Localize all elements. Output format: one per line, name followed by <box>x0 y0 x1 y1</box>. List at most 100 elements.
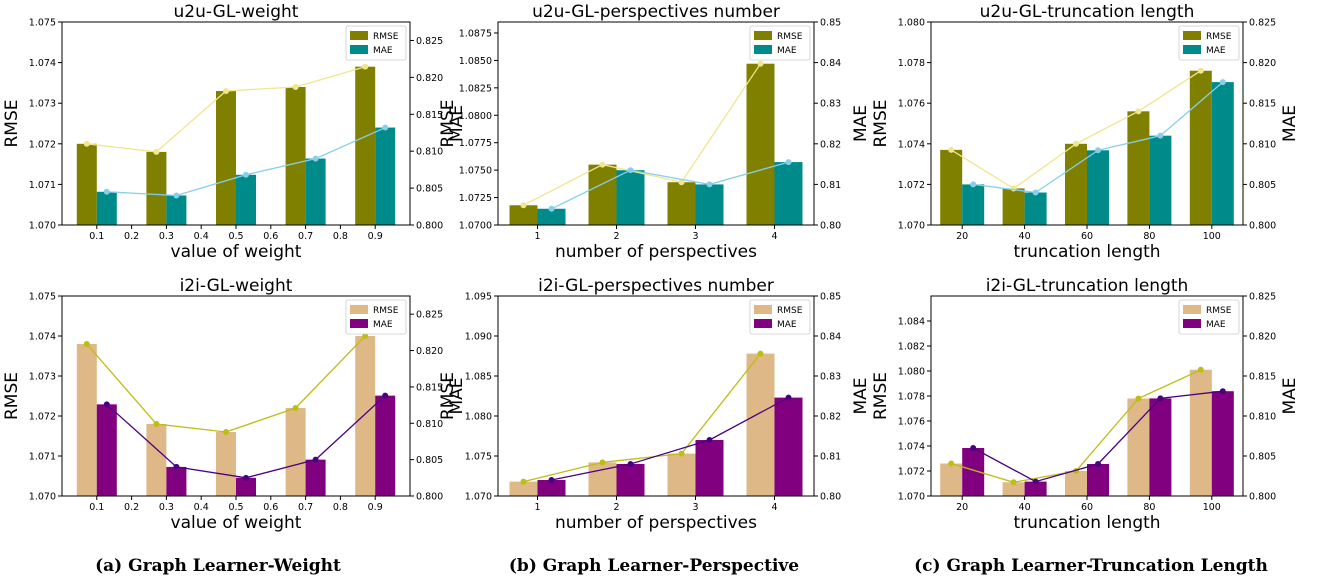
legend-swatch <box>754 305 772 314</box>
chart-6: 20 40 60 80 100 1.070 1.072 1.074 1.076 1.078 1.08… <box>871 276 1300 533</box>
legend-swatch <box>1183 45 1201 54</box>
point-rmse <box>153 148 160 155</box>
y-tick-label: 1.085 <box>465 372 492 383</box>
x-tick-label: 0.8 <box>333 502 348 513</box>
point-mae <box>1032 189 1039 196</box>
point-mae <box>970 181 977 188</box>
chart-4: 0.1 0.2 0.3 0.4 0.5 0.6 0.7 0.8 0.9 1.070 1.071 1.0… <box>2 276 467 533</box>
line-rmse <box>523 353 762 483</box>
y-tick-label: 1.075 <box>465 452 492 463</box>
legend-label: MAE <box>777 46 797 56</box>
x-tick-label: 20 <box>956 231 968 242</box>
point-mae <box>103 188 110 195</box>
legend-label: RMSE <box>1206 306 1232 316</box>
point-mae <box>173 192 180 199</box>
chart-2: 1 2 3 4 1.0700 1.0725 1.0750 1.0775 1.0800 1.0825… <box>438 2 871 262</box>
bar-mae <box>236 477 256 496</box>
legend-label: RMSE <box>373 32 399 42</box>
x-axis-label: truncation length <box>1013 242 1160 262</box>
bar-rmse <box>285 86 306 226</box>
x-tick-label: 0.2 <box>124 502 139 513</box>
y2-tick-label: 0.810 <box>416 419 443 430</box>
bar-mae <box>1024 481 1047 496</box>
x-tick-label: 4 <box>771 502 777 513</box>
chart-title: u2u-GL-truncation length <box>980 2 1195 22</box>
line-rmse <box>523 63 762 206</box>
bar-rmse <box>355 336 376 496</box>
y-tick-label: 1.080 <box>898 367 925 378</box>
bar-mae <box>1087 150 1109 225</box>
caption-c: (c) Graph Learner-Truncation Length <box>914 556 1268 576</box>
bar-mae <box>96 404 117 496</box>
y2-axis-label: MAE <box>447 105 467 142</box>
point-mae <box>706 181 713 188</box>
x-tick-label: 3 <box>692 502 698 513</box>
point-mae <box>1219 388 1226 395</box>
x-tick-label: 80 <box>1143 502 1155 513</box>
legend-swatch <box>754 45 772 54</box>
y2-tick-label: 0.820 <box>1249 58 1276 69</box>
y2-tick-label: 0.800 <box>416 492 443 503</box>
y-tick-label: 1.080 <box>465 412 492 423</box>
y-tick-label: 1.082 <box>898 342 925 353</box>
point-rmse <box>520 478 527 485</box>
point-mae <box>627 461 634 467</box>
bar-mae <box>1211 391 1234 496</box>
y-tick-label: 1.078 <box>898 392 925 403</box>
x-tick-label: 2 <box>613 231 619 242</box>
y2-tick-label: 0.805 <box>416 184 443 195</box>
point-mae <box>627 167 634 174</box>
point-mae <box>785 394 792 401</box>
y-tick-label: 1.078 <box>898 58 925 69</box>
y2-tick-label: 0.820 <box>1249 332 1276 343</box>
legend-label: MAE <box>777 320 797 330</box>
legend-swatch <box>350 45 368 54</box>
y2-tick-label: 0.805 <box>1249 452 1276 463</box>
point-rmse <box>362 63 369 70</box>
chart-title: i2i-GL-weight <box>180 276 293 296</box>
x-tick-label: 0.6 <box>263 502 278 513</box>
legend-label: MAE <box>373 46 393 56</box>
point-rmse <box>223 88 229 95</box>
point-mae <box>382 124 389 131</box>
bar-mae <box>305 459 326 496</box>
y2-tick-label: 0.82 <box>820 139 841 150</box>
y-tick-label: 1.073 <box>29 372 56 383</box>
y-tick-label: 1.071 <box>29 180 56 191</box>
chart-5: 1 2 3 4 1.070 1.075 1.080 1.085 1.090 1.095 0.80 0.… <box>438 276 871 533</box>
bar-rmse <box>667 182 696 225</box>
bar-rmse <box>146 424 167 496</box>
point-rmse <box>520 202 527 209</box>
x-tick-label: 1 <box>534 502 540 513</box>
point-rmse <box>83 140 90 147</box>
bar-mae <box>1024 192 1047 225</box>
x-tick-label: 0.9 <box>368 502 383 513</box>
y2-tick-label: 0.815 <box>416 382 443 393</box>
legend-label: RMSE <box>373 306 399 316</box>
y-tick-label: 1.074 <box>898 442 925 453</box>
y-tick-label: 1.0825 <box>459 83 492 94</box>
y-tick-label: 1.070 <box>29 492 56 503</box>
y-tick-label: 1.074 <box>29 332 56 343</box>
x-tick-label: 0.7 <box>298 502 313 513</box>
chart-3: 20 40 60 80 100 1.070 1.072 1.074 1.076 1.078 1.08… <box>871 2 1300 262</box>
bar-rmse <box>285 408 306 496</box>
y2-tick-label: 0.85 <box>820 18 841 29</box>
legend-swatch <box>350 31 368 40</box>
y-tick-label: 1.0700 <box>459 221 492 232</box>
x-tick-label: 100 <box>1203 502 1221 513</box>
point-rmse <box>292 83 299 90</box>
y2-tick-label: 0.82 <box>820 412 841 423</box>
y2-axis-label: MAE <box>447 377 467 414</box>
y-tick-label: 1.076 <box>898 417 925 428</box>
caption-a: (a) Graph Learner-Weight <box>95 556 341 576</box>
line-rmse <box>86 335 366 433</box>
bar-mae <box>774 162 803 225</box>
bar-rmse <box>1002 188 1025 225</box>
bar-mae <box>1087 464 1109 496</box>
plot-frame <box>497 21 815 226</box>
point-mae <box>1157 395 1164 402</box>
point-rmse <box>678 450 685 457</box>
y2-tick-label: 0.84 <box>820 332 841 343</box>
